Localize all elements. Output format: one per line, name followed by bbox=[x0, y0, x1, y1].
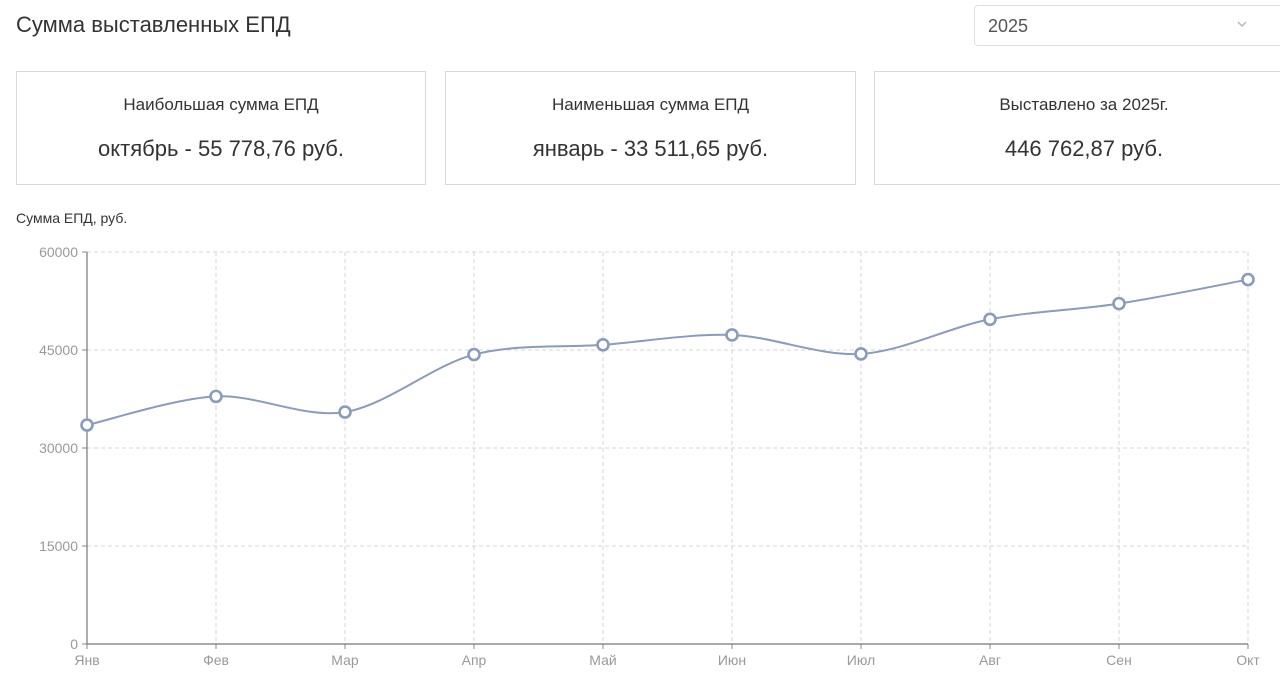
page-title: Сумма выставленных ЕПД bbox=[16, 12, 291, 37]
x-tick-label: Мар bbox=[331, 652, 359, 668]
x-tick-label: Апр bbox=[462, 652, 487, 668]
x-tick-label: Окт bbox=[1236, 652, 1260, 668]
y-tick-label: 30000 bbox=[39, 440, 78, 456]
min-sum-value: январь - 33 511,65 руб. bbox=[532, 136, 769, 161]
data-point-Янв[interactable] bbox=[80, 418, 94, 432]
max-sum-label: Наибольшая сумма ЕПД bbox=[123, 95, 319, 114]
chart-y-axis-label: Сумма ЕПД, руб. bbox=[16, 210, 128, 226]
data-point-Июн[interactable] bbox=[725, 328, 739, 342]
min-sum-label: Наименьшая сумма ЕПД bbox=[551, 95, 750, 114]
data-point-Авг[interactable] bbox=[983, 312, 997, 327]
year-select-value: 2025 bbox=[988, 16, 1029, 36]
year-select[interactable]: 2025 bbox=[974, 5, 1280, 46]
y-tick-label: 15000 bbox=[39, 538, 78, 554]
x-tick-label: Июн bbox=[718, 652, 746, 668]
min-sum-card: Наименьшая сумма ЕПД январь - 33 511,65 … bbox=[445, 71, 856, 185]
data-point-Фев[interactable] bbox=[209, 389, 223, 404]
max-sum-card: Наибольшая сумма ЕПД октябрь - 55 778,76… bbox=[16, 71, 426, 185]
x-tick-label: Янв bbox=[74, 652, 99, 668]
data-point-Апр[interactable] bbox=[467, 347, 481, 362]
x-tick-label: Июл bbox=[847, 652, 875, 668]
data-point-Мар[interactable] bbox=[338, 405, 352, 419]
data-point-Окт[interactable] bbox=[1241, 272, 1255, 287]
x-tick-label: Сен bbox=[1106, 652, 1132, 668]
data-point-Июл[interactable] bbox=[854, 347, 868, 361]
y-tick-label: 0 bbox=[70, 636, 78, 652]
data-point-Сен[interactable] bbox=[1112, 296, 1126, 311]
chevron-down-icon bbox=[1237, 21, 1247, 27]
total-sum-card: Выставлено за 2025г. 446 762,87 руб. bbox=[874, 71, 1280, 185]
series-line bbox=[86, 278, 1249, 427]
x-tick-label: Авг bbox=[979, 652, 1001, 668]
x-tick-label: Фев bbox=[203, 652, 229, 668]
data-point-Май[interactable] bbox=[596, 337, 610, 352]
total-sum-label: Выставлено за 2025г. bbox=[999, 95, 1169, 114]
max-sum-value: октябрь - 55 778,76 руб. bbox=[98, 136, 344, 161]
y-tick-label: 45000 bbox=[39, 342, 78, 358]
y-tick-label: 60000 bbox=[39, 244, 78, 260]
total-sum-value: 446 762,87 руб. bbox=[1004, 136, 1164, 161]
x-tick-label: Май bbox=[589, 652, 616, 668]
